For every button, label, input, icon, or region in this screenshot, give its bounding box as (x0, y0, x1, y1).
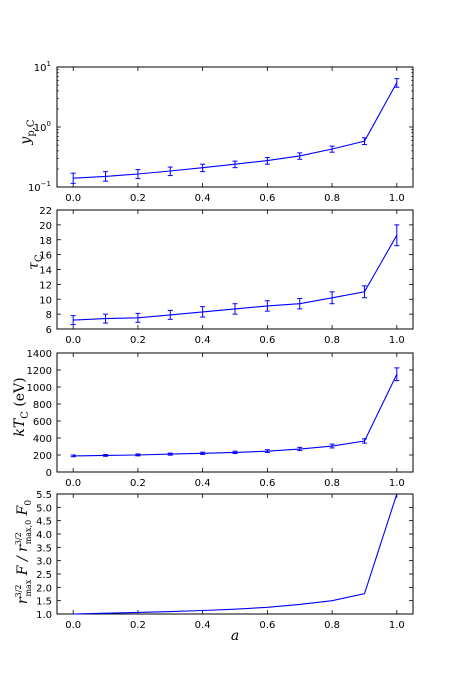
y-tick-label: 1.5 (36, 597, 52, 608)
y-tick-label: 3.5 (36, 543, 52, 554)
y-tick-label: 400 (33, 434, 52, 445)
y-tick-exponent: −1 (41, 180, 51, 188)
plot-frame (56, 66, 414, 188)
x-tick-label: 0.8 (324, 193, 340, 204)
plot-frame (56, 493, 414, 615)
x-tick-label: 1.0 (389, 478, 405, 489)
x-tick-label: 0.2 (130, 620, 146, 631)
x-tick-label: 0.0 (65, 620, 81, 631)
x-tick-label: 0.6 (259, 478, 275, 489)
y-tick-label: 6 (46, 325, 52, 336)
y-tick-label: 2.5 (36, 570, 52, 581)
y-tick-label: 600 (33, 417, 52, 428)
y-tick-label: 1400 (27, 349, 52, 360)
y-tick-label: 100 (34, 120, 51, 134)
x-tick-label: 0.2 (130, 193, 146, 204)
series-line (73, 493, 398, 615)
panel-2: 0.0 0.2 0.4 0.6 0.8 1.0 6 8 10 12 14 16 18 20 22 (39, 206, 414, 346)
xlabel-a: a (231, 628, 239, 644)
ylabel-panel-3: kTC (eV) (12, 377, 31, 436)
x-tick-label: 0.8 (324, 620, 340, 631)
y-tick-label: 4.5 (36, 517, 52, 528)
x-tick-label: 1.0 (389, 335, 405, 346)
y-tick-exponent: 1 (47, 60, 51, 68)
y-tick-label: 800 (33, 400, 52, 411)
y-tick-label: 10−1 (28, 180, 51, 194)
x-tick-label: 0.0 (65, 478, 81, 489)
y-tick-label: 200 (33, 451, 52, 462)
y-tick-label: 10 (39, 295, 52, 306)
y-tick-label: 4.0 (36, 530, 52, 541)
y-tick-label: 3.0 (36, 557, 52, 568)
y-tick-label: 16 (39, 251, 52, 262)
x-tick-label: 0.4 (195, 193, 211, 204)
plot-frame (56, 352, 414, 473)
x-tick-label: 0.6 (259, 620, 275, 631)
x-tick-label: 0.0 (65, 193, 81, 204)
y-tick-label: 8 (46, 310, 52, 321)
y-tick-label: 14 (39, 266, 52, 277)
x-tick-label: 0.8 (324, 335, 340, 346)
panel-3: 0.0 0.2 0.4 0.6 0.8 1.0 0 200 400 600 800 1000 1200 1… (27, 349, 414, 489)
x-tick-label: 0.6 (259, 193, 275, 204)
x-tick-label: 0.4 (195, 335, 211, 346)
ylabel-panel-4: r3/2max F / r3/2max,0 F0 (14, 500, 34, 604)
x-tick-label: 0.6 (259, 335, 275, 346)
y-tick-label: 18 (39, 236, 52, 247)
y-tick-label: 1200 (27, 366, 52, 377)
x-tick-label: 0.4 (195, 620, 211, 631)
y-tick-label: 22 (39, 206, 52, 217)
y-tick-label: 5.5 (36, 490, 52, 501)
x-tick-label: 0.4 (195, 478, 211, 489)
y-tick-label: 20 (39, 221, 52, 232)
y-tick-label: 101 (34, 60, 51, 74)
panel-4: 0.0 0.2 0.4 0.6 0.8 1.0 1.0 1.5 2.0 2.5 3.0 3.5 4.0 4… (36, 490, 414, 631)
x-tick-label: 0.2 (130, 478, 146, 489)
y-tick-label: 5.0 (36, 503, 52, 514)
y-tick-label: 0 (46, 468, 52, 479)
y-tick-label: 2.0 (36, 583, 52, 594)
x-tick-label: 0.2 (130, 335, 146, 346)
xlabel-panel-4: a (231, 628, 239, 644)
y-tick-label: 12 (39, 280, 52, 291)
ylabel-text-flux-ratio: r3/2max F / r3/2max,0 F0 (14, 500, 34, 604)
x-tick-label: 0.0 (65, 335, 81, 346)
x-tick-label: 1.0 (389, 620, 405, 631)
y-tick-label: 1000 (27, 383, 52, 394)
x-tick-label: 1.0 (389, 193, 405, 204)
ylabel-text-kt-c: kTC (eV) (12, 377, 31, 436)
y-tick-exponent: 0 (47, 120, 51, 128)
y-tick-label: 1.0 (36, 610, 52, 621)
series-line (73, 374, 398, 457)
x-tick-label: 0.8 (324, 478, 340, 489)
